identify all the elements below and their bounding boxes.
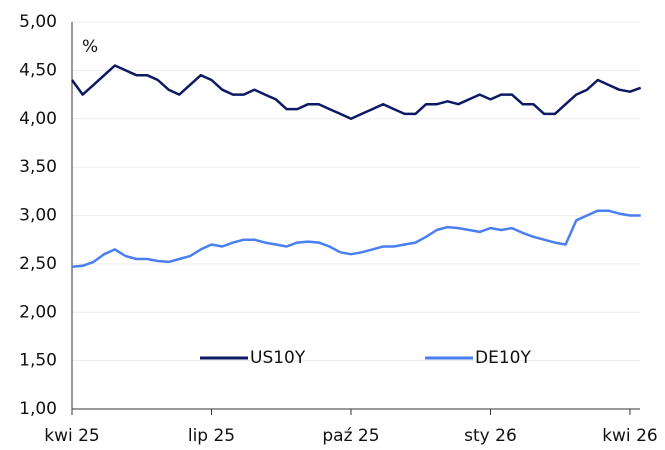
line-series [70, 64, 642, 121]
y-tick-label: 5,00 [19, 12, 57, 32]
y-tick-label: 3,50 [19, 157, 57, 177]
y-tick-label: 3,00 [19, 206, 57, 226]
x-tick-label: sty 26 [464, 426, 517, 446]
x-tick-label: kwi 25 [44, 426, 100, 446]
y-tick-label: 1,50 [19, 351, 57, 371]
x-tick-label: kwi 26 [602, 426, 658, 446]
y-tick-label: 4,00 [19, 109, 57, 129]
y-tick-label: 2,50 [19, 254, 57, 274]
legend-label: US10Y [250, 348, 306, 368]
y-unit: % [82, 37, 98, 57]
y-tick-label: 1,00 [19, 399, 57, 419]
x-tick-label: lip 25 [188, 426, 235, 446]
y-tick-label: 2,00 [19, 302, 57, 322]
y-tick-label: 4,50 [19, 60, 57, 80]
x-tick-label: paź 25 [322, 426, 379, 446]
line-series [71, 209, 641, 269]
legend-label: DE10Y [475, 348, 531, 368]
